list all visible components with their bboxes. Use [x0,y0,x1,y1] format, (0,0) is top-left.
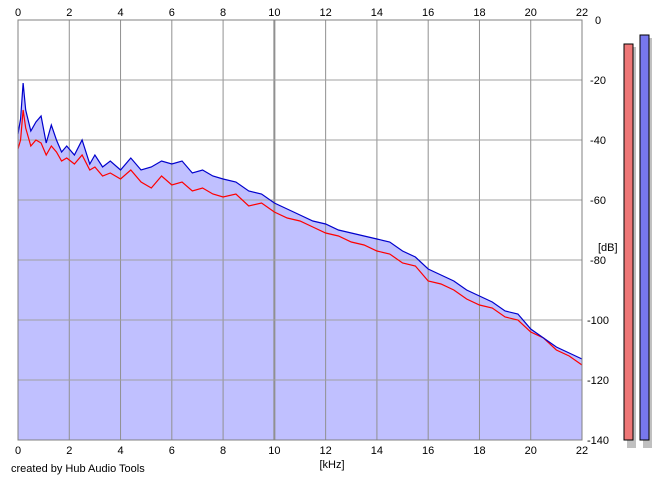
series-line-red [17,109,583,366]
level-meters [623,34,652,448]
spectrum-area-fill [18,83,582,440]
spectrum-series [17,82,583,366]
x-tick-label-top: 20 [525,7,537,19]
x-tick-label-bottom: 18 [473,445,485,457]
y-axis-label: [dB] [598,242,618,254]
x-tick-label-top: 22 [576,7,588,19]
y-tick-label: -40 [590,135,606,147]
x-tick-label-top: 0 [15,7,21,19]
meter-right [639,34,650,441]
x-tick-label-bottom: 16 [422,445,434,457]
footer-credit: created by Hub Audio Tools [11,463,145,475]
series-area [18,83,582,440]
x-tick-label-top: 4 [117,7,123,19]
y-tick-label: -60 [590,195,606,207]
x-tick-label-top: 2 [66,7,72,19]
y-tick-label: -100 [587,315,609,327]
x-axis-top-ticks: 0 2 4 6 8 10 12 14 16 18 20 22 [15,7,588,19]
x-tick-label-top: 10 [268,7,280,19]
plot-frame [17,19,583,441]
x-tick-label-bottom: 10 [268,445,280,457]
x-tick-label-bottom: 4 [117,445,123,457]
x-tick-label-top: 16 [422,7,434,19]
x-axis-bottom-ticks: 0 2 4 6 8 10 12 14 16 18 20 22 [15,445,588,457]
series-line-blue [17,82,583,360]
meter-left [623,43,634,441]
y-tick-label: -120 [587,375,609,387]
x-tick-label-top: 12 [320,7,332,19]
y-tick-label: 0 [595,15,601,27]
x-tick-label-bottom: 20 [525,445,537,457]
x-tick-label-bottom: 0 [15,445,21,457]
y-tick-label: -20 [590,75,606,87]
x-tick-label-top: 8 [220,7,226,19]
gridlines [18,20,582,440]
x-tick-label-top: 14 [371,7,383,19]
x-tick-label-top: 6 [169,7,175,19]
x-tick-label-bottom: 2 [66,445,72,457]
x-tick-label-bottom: 6 [169,445,175,457]
y-axis-ticks: 0 -20 -40 -60 -80 -100 -120 -140 [587,15,609,447]
x-tick-label-bottom: 8 [220,445,226,457]
x-tick-label-top: 18 [473,7,485,19]
x-axis-label: [kHz] [319,459,344,471]
y-tick-label: -80 [590,255,606,267]
y-tick-label: -140 [587,435,609,447]
x-tick-label-bottom: 14 [371,445,383,457]
x-tick-label-bottom: 12 [320,445,332,457]
x-tick-label-bottom: 22 [576,445,588,457]
